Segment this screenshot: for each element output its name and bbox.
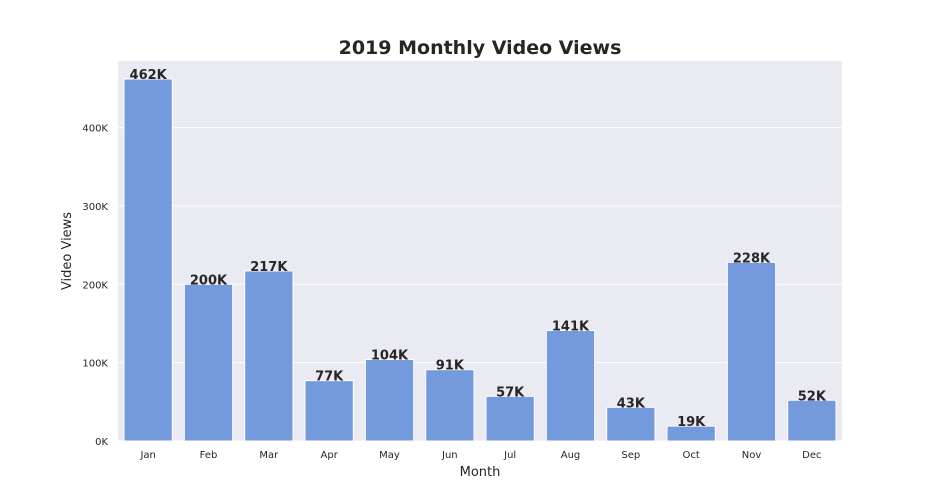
- bar-oct: [666, 425, 716, 442]
- chart-title: 2019 Monthly Video Views: [339, 37, 622, 59]
- data-labels: 462K 200K 217K 77K 104K 91K 57K 141K 43K 19K 228K 5…: [130, 68, 827, 430]
- data-label: 228K: [733, 251, 771, 266]
- bar-aug: [545, 330, 596, 442]
- bar-dec: [787, 399, 837, 442]
- bar-jun: [425, 369, 475, 442]
- bar-jan: [123, 78, 173, 442]
- bars: [123, 78, 837, 442]
- plot-area: [118, 61, 842, 441]
- data-label: 43K: [617, 396, 646, 411]
- bar-mar: [244, 270, 294, 442]
- y-tick-label: 200K: [82, 280, 108, 291]
- x-tick-label: Nov: [742, 450, 762, 461]
- y-axis-label: Video Views: [60, 212, 75, 290]
- data-label: 57K: [496, 385, 525, 400]
- x-tick-label: Feb: [200, 450, 218, 461]
- data-label: 217K: [250, 260, 288, 275]
- x-tick-label: Mar: [259, 450, 279, 461]
- bar-feb: [183, 283, 234, 442]
- y-tick-label: 100K: [82, 359, 108, 370]
- x-tick-label: Sep: [621, 450, 640, 461]
- data-label: 141K: [552, 320, 590, 335]
- y-tick-label: 400K: [82, 124, 108, 135]
- gridlines: [118, 127, 842, 442]
- x-tick-label: Jul: [503, 450, 516, 461]
- bar-jul: [485, 395, 535, 442]
- y-tick-label: 0K: [95, 437, 108, 448]
- data-label: 77K: [315, 370, 344, 385]
- x-axis-label: Month: [460, 465, 501, 480]
- x-tick-label: Jan: [139, 450, 155, 461]
- data-label: 104K: [371, 349, 409, 364]
- data-label: 462K: [130, 68, 168, 83]
- data-label: 200K: [190, 273, 228, 288]
- x-tick-label: Aug: [561, 450, 581, 461]
- bar-nov: [726, 261, 777, 442]
- y-tick-label: 300K: [82, 202, 108, 213]
- x-tick-label: Dec: [802, 450, 821, 461]
- y-tick-labels: 0K 100K 200K 300K 400K: [82, 124, 108, 448]
- data-label: 91K: [436, 359, 465, 374]
- bar-apr: [304, 380, 354, 442]
- x-tick-label: May: [379, 450, 400, 461]
- bar-sep: [606, 406, 656, 442]
- bar-may: [364, 359, 415, 442]
- x-tick-label: Apr: [321, 450, 339, 461]
- data-label: 52K: [798, 389, 827, 404]
- x-tick-labels: Jan Feb Mar Apr May Jun Jul Aug Sep Oct Nov Dec: [139, 450, 821, 461]
- x-tick-label: Oct: [683, 450, 700, 461]
- x-tick-label: Jun: [441, 450, 458, 461]
- data-label: 19K: [677, 415, 706, 430]
